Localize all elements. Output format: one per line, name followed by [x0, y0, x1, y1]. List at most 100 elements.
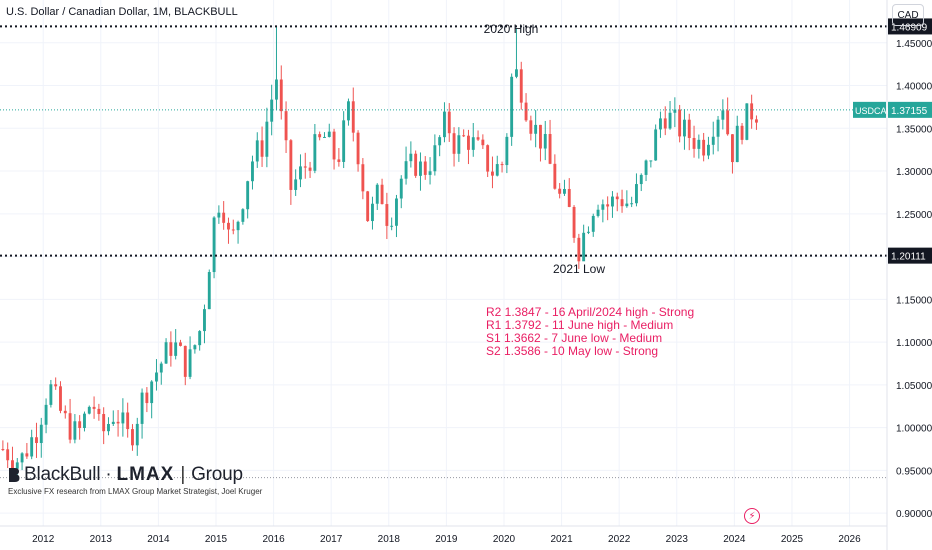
candle	[44, 398, 48, 434]
candle-body	[419, 161, 422, 176]
candle	[423, 156, 427, 180]
candle-body	[630, 203, 634, 205]
candle	[678, 104, 682, 143]
candle-body	[159, 363, 163, 373]
candle	[587, 226, 590, 235]
candle	[745, 103, 749, 141]
candle-body	[519, 69, 523, 103]
candle-body	[217, 212, 221, 218]
y-tick-label: 1.15000	[896, 295, 932, 306]
candle-body	[111, 421, 115, 424]
candle	[539, 124, 542, 162]
candle-body	[294, 179, 298, 190]
candle-body	[30, 437, 34, 457]
candle-body	[351, 101, 355, 133]
candle	[711, 121, 715, 155]
candle-body	[735, 125, 739, 163]
candle	[371, 196, 374, 230]
candle	[63, 405, 67, 419]
candle	[404, 146, 408, 185]
candle-body	[620, 199, 624, 207]
candle-body	[486, 145, 490, 172]
candle-body	[721, 110, 725, 120]
currency-button[interactable]: CAD	[892, 4, 924, 26]
candle-body	[663, 118, 667, 129]
candle-body	[255, 140, 259, 162]
candle	[131, 424, 134, 451]
last-price-tag	[888, 101, 932, 118]
candle-body	[697, 139, 701, 149]
candle-body	[587, 231, 590, 233]
candle	[35, 422, 38, 458]
candle-body	[11, 460, 14, 469]
candle	[361, 158, 365, 200]
candle-body	[203, 309, 206, 332]
candle	[735, 115, 739, 163]
candle	[447, 103, 451, 142]
candle-body	[337, 159, 341, 162]
candle	[635, 173, 638, 207]
level-lines	[0, 25, 887, 257]
lightning-icon[interactable]: ⚡	[744, 508, 760, 524]
candle-body	[491, 171, 494, 176]
candle	[395, 194, 398, 238]
candle-body	[20, 453, 24, 463]
candle-body	[582, 232, 586, 262]
candle-body	[73, 421, 77, 440]
candle	[611, 191, 614, 218]
candle	[39, 417, 43, 458]
candle-body	[731, 134, 734, 163]
candle-body	[332, 131, 336, 160]
candle	[159, 361, 163, 385]
candle	[707, 136, 710, 160]
candle-body	[260, 140, 264, 157]
symbol-tag	[853, 101, 886, 118]
x-tick-label: 2015	[205, 534, 228, 545]
candle	[30, 429, 34, 460]
x-tick-label: 2025	[781, 534, 804, 545]
candle-body	[707, 144, 710, 156]
candle-body	[246, 181, 250, 210]
candle	[654, 124, 658, 161]
candle-body	[222, 212, 226, 223]
candle	[500, 161, 504, 173]
candle	[174, 329, 178, 360]
candle	[515, 28, 518, 79]
candle-body	[251, 161, 254, 182]
candle-body	[25, 453, 29, 457]
candle-body	[692, 137, 696, 149]
candle	[54, 377, 58, 390]
candle-body	[164, 342, 168, 364]
blackbull-logo-icon	[9, 468, 20, 482]
candle-body	[107, 423, 110, 432]
level-s1: S1 1.3662 - 7 June low - Medium	[486, 331, 663, 345]
candle-body	[745, 103, 749, 140]
candle-body	[183, 345, 187, 377]
brand-subtitle: Exclusive FX research from LMAX Group Ma…	[8, 487, 263, 496]
symbol-title: U.S. Dollar / Canadian Dollar, 1M, BLACK…	[6, 6, 238, 18]
candle	[625, 190, 629, 208]
candle	[327, 123, 331, 138]
level-r1: R1 1.3792 - 11 June high - Medium	[486, 318, 674, 332]
candle	[121, 398, 125, 437]
candle-body	[150, 381, 154, 404]
candle-body	[241, 209, 245, 222]
candle	[519, 61, 523, 110]
level-r2: R2 1.3847 - 16 April/2024 high - Strong	[486, 305, 695, 319]
candle	[260, 126, 264, 167]
candle-body	[6, 449, 10, 461]
candle	[107, 417, 110, 436]
level-price-label: 1.20111	[891, 252, 926, 263]
candle	[251, 155, 254, 190]
candle-body	[169, 342, 173, 356]
candle-body	[323, 136, 326, 138]
candle-body	[318, 134, 322, 138]
candle-body	[572, 206, 576, 238]
candle	[198, 330, 202, 351]
x-tick-label: 2026	[838, 534, 861, 545]
y-tick-label: 1.10000	[896, 338, 932, 349]
candle-body	[467, 135, 470, 150]
candle	[438, 135, 442, 157]
candle-body	[227, 222, 230, 230]
